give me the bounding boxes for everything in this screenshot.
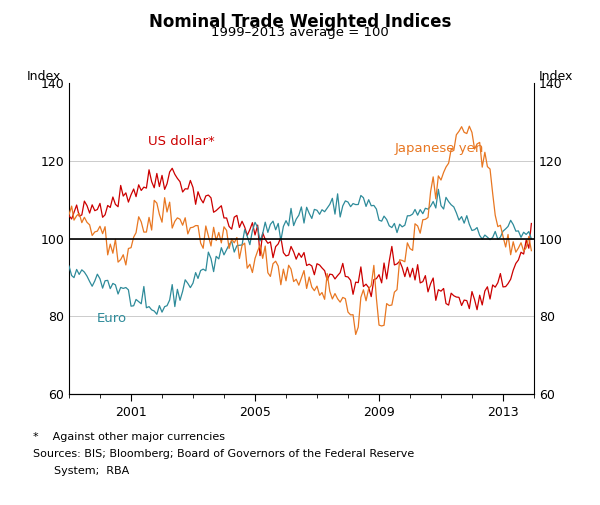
Text: Index: Index <box>27 70 61 83</box>
Text: *    Against other major currencies: * Against other major currencies <box>33 432 225 442</box>
Text: US dollar*: US dollar* <box>148 135 215 148</box>
Text: Japanese yen: Japanese yen <box>395 141 484 155</box>
Text: Euro: Euro <box>97 313 127 325</box>
Text: Sources: BIS; Bloomberg; Board of Governors of the Federal Reserve: Sources: BIS; Bloomberg; Board of Govern… <box>33 449 414 460</box>
Text: System;  RBA: System; RBA <box>54 466 129 476</box>
Text: 1999–2013 average = 100: 1999–2013 average = 100 <box>211 26 389 39</box>
Text: Index: Index <box>539 70 573 83</box>
Text: Nominal Trade Weighted Indices: Nominal Trade Weighted Indices <box>149 13 451 31</box>
